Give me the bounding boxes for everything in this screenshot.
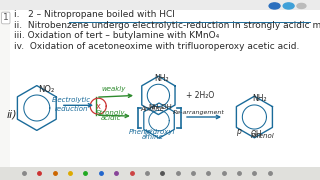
Text: ii.  Nitrobenzene undergo electrolytic-reduction in strongly acidic medium.: ii. Nitrobenzene undergo electrolytic-re… bbox=[14, 21, 320, 30]
Text: NH-OH: NH-OH bbox=[148, 104, 172, 110]
Circle shape bbox=[283, 3, 294, 9]
Text: Phenyl: Phenyl bbox=[129, 129, 153, 135]
Text: x: x bbox=[96, 102, 101, 111]
Text: amine: amine bbox=[142, 134, 164, 140]
Text: OH: OH bbox=[250, 130, 262, 139]
Text: hydroxyl: hydroxyl bbox=[145, 129, 175, 135]
Text: Re-arrangement: Re-arrangement bbox=[172, 110, 224, 115]
Text: iv.  Oxidation of acetoneoxime with trifluoroperoxy acetic acid.: iv. Oxidation of acetoneoxime with trifl… bbox=[14, 42, 300, 51]
Circle shape bbox=[297, 3, 306, 8]
FancyBboxPatch shape bbox=[0, 167, 320, 180]
FancyBboxPatch shape bbox=[10, 10, 320, 167]
Circle shape bbox=[269, 3, 280, 9]
Text: 1: 1 bbox=[3, 14, 9, 22]
Text: acidic: acidic bbox=[101, 115, 122, 121]
Text: Strongly: Strongly bbox=[96, 109, 125, 116]
Text: i.   2 – Nitropropane boiled with HCl: i. 2 – Nitropropane boiled with HCl bbox=[14, 10, 175, 19]
Text: NO₂: NO₂ bbox=[38, 85, 54, 94]
Text: reduction: reduction bbox=[54, 106, 88, 112]
Text: NH₂: NH₂ bbox=[252, 94, 267, 103]
Text: Aniline: Aniline bbox=[140, 106, 164, 112]
FancyBboxPatch shape bbox=[0, 0, 320, 10]
Text: iii. Oxidation of tert – butylamine with KMnO₄: iii. Oxidation of tert – butylamine with… bbox=[14, 31, 220, 40]
Text: weakly: weakly bbox=[101, 86, 126, 92]
Text: NH₂: NH₂ bbox=[154, 74, 169, 83]
Text: ii): ii) bbox=[7, 109, 18, 119]
Text: p: p bbox=[236, 127, 241, 136]
Text: Electrolytic: Electrolytic bbox=[52, 97, 91, 103]
Text: + 2H₂O: + 2H₂O bbox=[186, 91, 214, 100]
Text: Phenol: Phenol bbox=[251, 133, 274, 139]
